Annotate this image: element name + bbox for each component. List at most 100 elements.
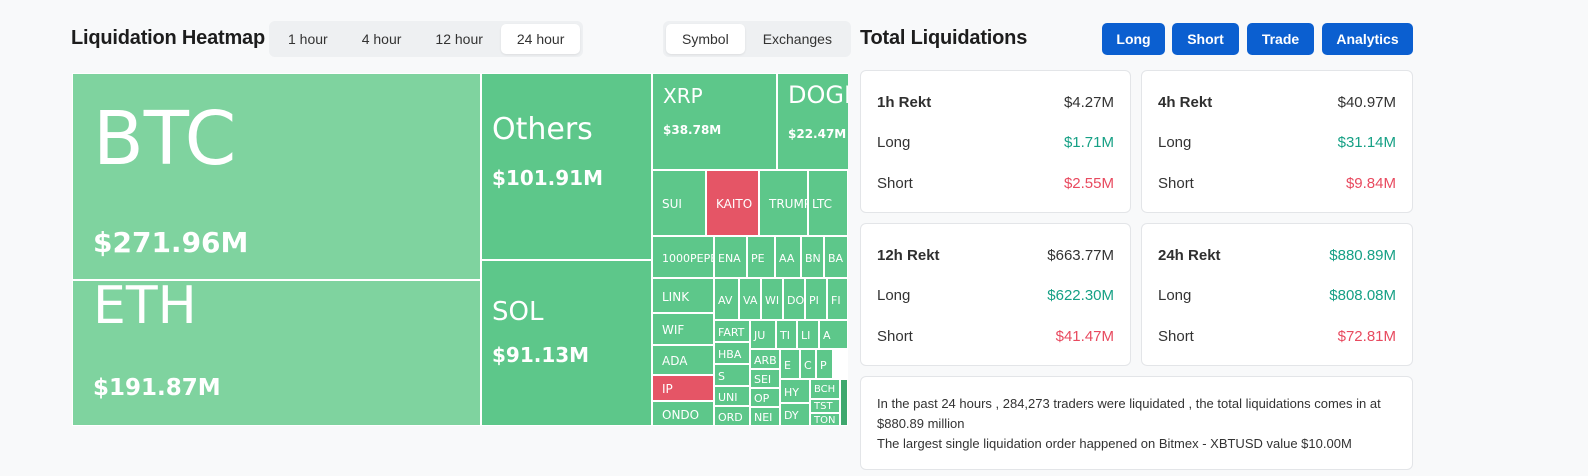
tile-tst[interactable]: TST bbox=[810, 399, 840, 413]
tile-symbol: DY bbox=[784, 409, 799, 422]
tile-symbol: AA bbox=[779, 251, 795, 265]
tile-fi[interactable]: FI bbox=[827, 278, 848, 320]
short-label: Short bbox=[1158, 328, 1194, 345]
analytics-button[interactable]: Analytics bbox=[1322, 23, 1413, 55]
tile-e[interactable]: E bbox=[780, 349, 800, 379]
tile-hy[interactable]: HY bbox=[780, 379, 810, 403]
tile-symbol: LINK bbox=[662, 289, 690, 304]
tile-value: $38.78M bbox=[663, 122, 722, 137]
tile-ju[interactable]: JU bbox=[750, 320, 776, 349]
short-button[interactable]: Short bbox=[1172, 23, 1239, 55]
card-header-row: 1h Rekt $4.27M bbox=[877, 94, 1114, 116]
tile-pi[interactable]: PI bbox=[805, 278, 827, 320]
tile-ltc[interactable]: LTC bbox=[808, 170, 848, 236]
tile-ti[interactable]: TI bbox=[776, 320, 797, 349]
tile-c[interactable]: C bbox=[800, 349, 816, 379]
tile-symbol: ETH bbox=[93, 280, 197, 336]
tile-aa[interactable]: AA bbox=[775, 236, 801, 278]
tile-value: $91.13M bbox=[492, 342, 590, 367]
tile-1000pepe[interactable]: 1000PEPE bbox=[652, 236, 714, 278]
long-label: Long bbox=[877, 134, 911, 151]
tile-symbol: AV bbox=[718, 293, 733, 307]
tile-a[interactable]: A bbox=[819, 320, 848, 349]
card-total: $880.89M bbox=[1329, 247, 1396, 264]
card-short-row: Short $72.81M bbox=[1158, 328, 1396, 350]
tile-symbol: C bbox=[804, 358, 812, 372]
tile-arb[interactable]: ARB bbox=[750, 349, 780, 369]
tile-trump[interactable]: TRUMP bbox=[759, 170, 808, 236]
tile-symbol: ONDO bbox=[662, 407, 700, 422]
tile-ton[interactable]: TON bbox=[810, 413, 840, 426]
tile-symbol: PI bbox=[809, 293, 819, 307]
tile-minor bbox=[840, 379, 848, 426]
tile-ena[interactable]: ENA bbox=[714, 236, 747, 278]
rekt-card-1h: 1h Rekt $4.27M Long $1.71M Short $2.55M bbox=[860, 70, 1131, 213]
tile-symbol: BN bbox=[805, 251, 821, 265]
tab-24-hour[interactable]: 24 hour bbox=[500, 24, 581, 54]
card-long-row: Long $31.14M bbox=[1158, 134, 1396, 156]
tile-ord[interactable]: ORD bbox=[714, 406, 750, 426]
tile-bn[interactable]: BN bbox=[801, 236, 824, 278]
tile-symbol: DO bbox=[787, 293, 805, 307]
total-liquidations-title: Total Liquidations bbox=[860, 27, 1028, 49]
tile-uni[interactable]: UNI bbox=[714, 386, 750, 406]
rekt-card-24h: 24h Rekt $880.89M Long $808.08M Short $7… bbox=[1141, 223, 1413, 366]
tile-eth[interactable]: ETH $191.87M bbox=[72, 280, 481, 426]
tile-p[interactable]: P bbox=[816, 349, 833, 379]
tile-bch[interactable]: BCH bbox=[810, 379, 840, 399]
tile-symbol: DOGE bbox=[788, 81, 848, 110]
tile-fart[interactable]: FART bbox=[714, 320, 750, 342]
tile-ba[interactable]: BA bbox=[824, 236, 848, 278]
long-button[interactable]: Long bbox=[1102, 23, 1165, 55]
tile-s[interactable]: S bbox=[714, 364, 750, 386]
tile-kaito[interactable]: KAITO bbox=[706, 170, 759, 236]
card-short-row: Short $2.55M bbox=[877, 175, 1114, 197]
tile-ip[interactable]: IP bbox=[652, 375, 714, 401]
tile-symbol: LTC bbox=[812, 197, 833, 211]
tile-value: $22.47M bbox=[788, 126, 847, 141]
trade-button[interactable]: Trade bbox=[1247, 23, 1314, 55]
tile-pe[interactable]: PE bbox=[747, 236, 775, 278]
timeframe-selector: 1 hour 4 hour 12 hour 24 hour bbox=[269, 21, 584, 57]
tile-ondo[interactable]: ONDO bbox=[652, 401, 714, 426]
tile-li[interactable]: LI bbox=[797, 320, 819, 349]
card-long-row: Long $808.08M bbox=[1158, 287, 1396, 309]
tile-value: $191.87M bbox=[93, 374, 221, 401]
tile-symbol: JU bbox=[754, 329, 766, 342]
tile-symbol: ORD bbox=[718, 410, 743, 424]
tile-hba[interactable]: HBA bbox=[714, 342, 750, 364]
tile-op[interactable]: OP bbox=[750, 388, 780, 407]
tile-sol[interactable]: SOL $91.13M bbox=[481, 260, 652, 426]
liquidation-summary: In the past 24 hours , 284,273 traders w… bbox=[860, 376, 1413, 470]
tile-sei[interactable]: SEI bbox=[750, 369, 780, 388]
tile-dy[interactable]: DY bbox=[780, 403, 810, 426]
tile-others[interactable]: Others $101.91M bbox=[481, 73, 652, 260]
tile-link[interactable]: LINK bbox=[652, 278, 714, 313]
tile-value: $271.96M bbox=[93, 225, 249, 259]
tile-symbol: TON bbox=[814, 414, 836, 426]
heatmap-title: Liquidation Heatmap bbox=[71, 27, 265, 49]
tile-va[interactable]: VA bbox=[739, 278, 761, 320]
tile-wi[interactable]: WI bbox=[761, 278, 783, 320]
tile-symbol: FI bbox=[831, 293, 841, 307]
rekt-card-4h: 4h Rekt $40.97M Long $31.14M Short $9.84… bbox=[1141, 70, 1413, 213]
tile-wif[interactable]: WIF bbox=[652, 313, 714, 345]
card-header-row: 24h Rekt $880.89M bbox=[1158, 247, 1396, 269]
tile-xrp[interactable]: XRP $38.78M bbox=[652, 73, 777, 170]
tab-4-hour[interactable]: 4 hour bbox=[361, 31, 402, 47]
tile-do[interactable]: DO bbox=[783, 278, 805, 320]
tab-12-hour[interactable]: 12 hour bbox=[435, 31, 483, 47]
tile-doge[interactable]: DOGE $22.47M bbox=[777, 73, 848, 170]
long-value: $1.71M bbox=[1063, 134, 1114, 151]
tab-1-hour[interactable]: 1 hour bbox=[288, 31, 328, 47]
tab-symbol[interactable]: Symbol bbox=[666, 24, 745, 54]
tile-symbol: SUI bbox=[662, 197, 682, 211]
tile-sui[interactable]: SUI bbox=[652, 170, 706, 236]
tile-nei[interactable]: NEI bbox=[750, 407, 780, 426]
tab-exchanges[interactable]: Exchanges bbox=[762, 31, 832, 47]
tile-av[interactable]: AV bbox=[714, 278, 739, 320]
tile-ada[interactable]: ADA bbox=[652, 345, 714, 375]
tile-btc[interactable]: BTC $271.96M bbox=[72, 73, 481, 280]
rekt-card-12h: 12h Rekt $663.77M Long $622.30M Short $4… bbox=[860, 223, 1131, 366]
tile-value: $101.91M bbox=[492, 165, 603, 190]
